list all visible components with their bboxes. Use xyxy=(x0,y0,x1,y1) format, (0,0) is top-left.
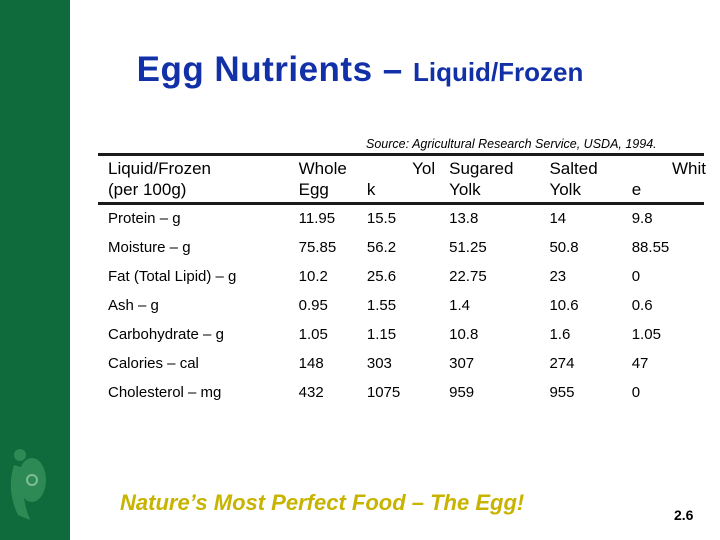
cell-value: 1.05 xyxy=(298,326,328,343)
header-rule xyxy=(98,202,704,205)
row-label: Cholesterol – mg xyxy=(108,384,222,401)
cell-value: 955 xyxy=(549,384,575,401)
header-line: (per 100g) xyxy=(108,180,187,199)
header-line: Egg xyxy=(298,180,329,199)
header-line: Whit xyxy=(672,159,706,178)
cell-value: 14 xyxy=(549,210,567,227)
header-cell-category: Liquid/Frozen (per 100g) xyxy=(100,154,299,204)
cell-value: 22.75 xyxy=(449,268,487,285)
cell-value: 23 xyxy=(549,268,567,285)
cell-value: 10.8 xyxy=(449,326,479,343)
cell-value: 10.6 xyxy=(549,297,579,314)
table-row: Fat (Total Lipid) – g 10.2 25.6 22.75 23… xyxy=(100,262,706,291)
egg-highlight xyxy=(26,474,38,486)
cell-value: 0 xyxy=(631,384,641,401)
header-line: Sugared xyxy=(449,159,514,178)
header-cell-salted-yolk: Salted Yolk xyxy=(549,154,631,204)
row-label: Ash – g xyxy=(108,297,159,314)
tagline: Nature’s Most Perfect Food – The Egg! xyxy=(120,490,525,515)
figure-head xyxy=(14,449,26,461)
cell-value: 1.6 xyxy=(549,326,571,343)
figure-body xyxy=(10,465,31,520)
header-line: e xyxy=(631,180,642,199)
table-header-row: Liquid/Frozen (per 100g) Whole Egg Yol k… xyxy=(100,154,706,204)
cell-value: 0 xyxy=(631,268,641,285)
row-label: Calories – cal xyxy=(108,355,199,372)
page-number: 2.6 xyxy=(674,507,694,523)
cell-value: 75.85 xyxy=(298,239,337,256)
cell-value: 307 xyxy=(449,355,475,372)
cell-value: 15.5 xyxy=(366,210,397,227)
table-top-rule xyxy=(98,153,704,156)
header-line: Salted xyxy=(549,159,598,178)
cell-value: 50.8 xyxy=(549,239,579,256)
table-row: Moisture – g 75.85 56.2 51.25 50.8 88.55 xyxy=(100,233,706,262)
title-subtitle: Liquid/Frozen xyxy=(412,57,584,87)
header-line: Liquid/Frozen xyxy=(108,159,212,178)
header-cell-yolk: Yol k xyxy=(367,154,449,204)
header-cell-white: Whit e xyxy=(632,154,706,204)
cell-value: 432 xyxy=(298,384,324,401)
source-note: Source: Agricultural Research Service, U… xyxy=(366,137,657,151)
cell-value: 25.6 xyxy=(366,268,397,285)
header-cell-whole-egg: Whole Egg xyxy=(299,154,367,204)
table-row: Protein – g 11.95 15.5 13.8 14 9.8 xyxy=(100,204,706,233)
cell-value: 959 xyxy=(449,384,475,401)
cell-value: 148 xyxy=(298,355,324,372)
title-main: Egg Nutrients xyxy=(136,50,373,89)
cell-value: 1.4 xyxy=(449,297,470,314)
cell-value: 10.2 xyxy=(298,268,328,285)
egg-figure-logo xyxy=(10,449,46,520)
cell-value: 303 xyxy=(366,355,392,372)
cell-value: 11.95 xyxy=(298,210,336,227)
cell-value: 1.55 xyxy=(366,297,397,314)
header-line: k xyxy=(366,180,376,199)
row-label: Moisture – g xyxy=(108,239,191,256)
table-row: Carbohydrate – g 1.05 1.15 10.8 1.6 1.05 xyxy=(100,320,706,349)
egg-shape xyxy=(18,458,46,502)
row-label: Protein – g xyxy=(108,210,181,227)
header-line: Whole xyxy=(298,159,347,178)
cell-value: 1075 xyxy=(366,384,401,401)
cell-value: 56.2 xyxy=(366,239,397,256)
cell-value: 9.8 xyxy=(631,210,653,227)
header-cell-sugared-yolk: Sugared Yolk xyxy=(449,154,549,204)
header-line: Yolk xyxy=(449,180,481,199)
row-label: Fat (Total Lipid) – g xyxy=(108,268,237,285)
cell-value: 1.15 xyxy=(366,326,397,343)
header-line: Yolk xyxy=(549,180,581,199)
cell-value: 274 xyxy=(549,355,575,372)
header-line: Yol xyxy=(412,159,436,178)
left-sidebar xyxy=(0,0,70,540)
cell-value: 13.8 xyxy=(449,210,479,227)
cell-value: 0.95 xyxy=(298,297,328,314)
cell-value: 47 xyxy=(631,355,649,372)
cell-value: 0.6 xyxy=(631,297,653,314)
title-separator: – xyxy=(372,50,413,89)
row-label: Carbohydrate – g xyxy=(108,326,224,343)
cell-value: 1.05 xyxy=(631,326,661,343)
slide-title: Egg Nutrients – Liquid/Frozen xyxy=(0,50,720,90)
table-row: Cholesterol – mg 432 1075 959 955 0 xyxy=(100,378,706,407)
nutrients-table: Liquid/Frozen (per 100g) Whole Egg Yol k… xyxy=(100,154,706,407)
table-row: Ash – g 0.95 1.55 1.4 10.6 0.6 xyxy=(100,291,706,320)
cell-value: 88.55 xyxy=(631,239,670,256)
cell-value: 51.25 xyxy=(449,239,487,256)
table-row: Calories – cal 148 303 307 274 47 xyxy=(100,349,706,378)
